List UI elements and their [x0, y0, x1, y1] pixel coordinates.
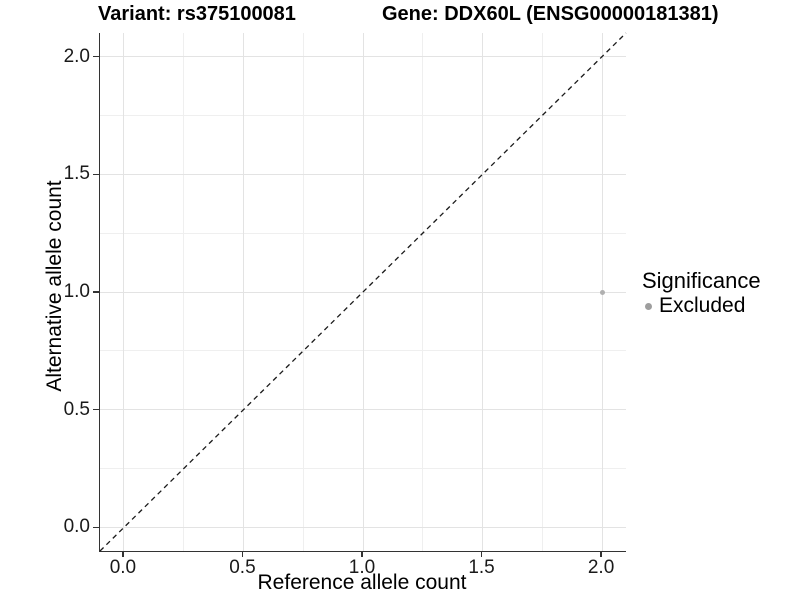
- gridline-major-horizontal: [100, 409, 626, 411]
- legend-item-label: Excluded: [659, 294, 746, 317]
- x-tick-label: 1.0: [348, 557, 376, 578]
- x-tick-mark: [480, 551, 483, 557]
- y-axis-title: Alternative allele count: [43, 180, 66, 392]
- gridline-major-horizontal: [100, 173, 626, 175]
- y-tick-label: 1.0: [63, 281, 90, 302]
- y-tick-label: 1.5: [63, 163, 90, 185]
- x-tick-mark: [241, 551, 244, 557]
- x-tick-label: 2.0: [587, 557, 615, 578]
- plot-title-gene: Gene: DDX60L (ENSG00000181381): [382, 3, 719, 25]
- y-tick-label: 0.0: [63, 516, 90, 538]
- legend-title: Significance: [642, 268, 761, 293]
- plot-title-variant: Variant: rs375100081: [98, 3, 296, 25]
- identity-reference-line: [99, 32, 627, 552]
- gridline-major-horizontal: [100, 526, 626, 528]
- x-tick-label: 0.0: [109, 557, 137, 578]
- x-tick-mark: [122, 551, 124, 557]
- x-tick-label: 1.5: [468, 557, 495, 578]
- y-tick-mark: [93, 291, 99, 293]
- x-axis-title: Reference allele count: [257, 571, 467, 594]
- x-tick-mark: [600, 551, 602, 557]
- x-tick-mark: [361, 551, 363, 557]
- x-tick-label: 0.5: [229, 557, 256, 578]
- gridline-major-horizontal: [100, 56, 626, 58]
- legend-point-icon: [645, 302, 652, 310]
- legend: Significance Excluded: [642, 268, 761, 318]
- y-tick-label: 0.5: [63, 398, 90, 420]
- plot-panel: [99, 32, 627, 552]
- y-tick-mark: [93, 55, 99, 58]
- y-tick-mark: [93, 408, 99, 411]
- legend-item-excluded: Excluded: [642, 294, 761, 318]
- data-point: [599, 289, 605, 295]
- y-tick-mark: [93, 173, 99, 176]
- y-tick-label: 2.0: [63, 45, 90, 67]
- y-tick-mark: [93, 526, 99, 529]
